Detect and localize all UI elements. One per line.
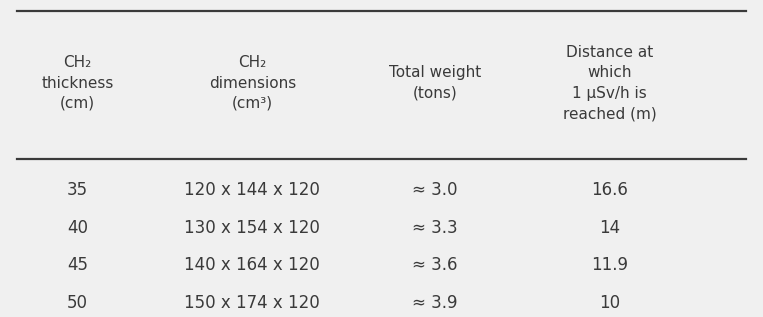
Text: 14: 14 [599,219,620,236]
Text: 140 x 164 x 120: 140 x 164 x 120 [185,256,320,274]
Text: 16.6: 16.6 [591,181,628,199]
Text: 130 x 154 x 120: 130 x 154 x 120 [185,219,320,236]
Text: 150 x 174 x 120: 150 x 174 x 120 [185,294,320,312]
Text: ≈ 3.0: ≈ 3.0 [412,181,458,199]
Text: ≈ 3.3: ≈ 3.3 [412,219,458,236]
Text: 120 x 144 x 120: 120 x 144 x 120 [185,181,320,199]
Text: Distance at
which
1 μSv/h is
reached (m): Distance at which 1 μSv/h is reached (m) [562,45,656,121]
Text: 45: 45 [67,256,88,274]
Text: CH₂
thickness
(cm): CH₂ thickness (cm) [41,55,114,111]
Text: 11.9: 11.9 [591,256,628,274]
Text: 50: 50 [67,294,88,312]
Text: 10: 10 [599,294,620,312]
Text: ≈ 3.6: ≈ 3.6 [412,256,458,274]
Text: CH₂
dimensions
(cm³): CH₂ dimensions (cm³) [208,55,296,111]
Text: 40: 40 [67,219,88,236]
Text: 35: 35 [67,181,88,199]
Text: Total weight
(tons): Total weight (tons) [388,65,481,101]
Text: ≈ 3.9: ≈ 3.9 [412,294,458,312]
